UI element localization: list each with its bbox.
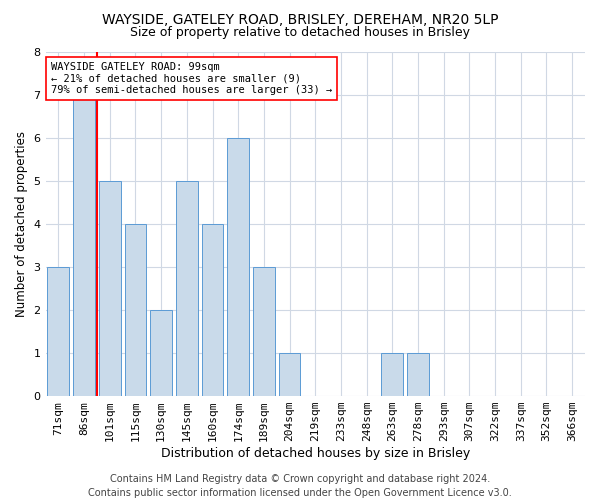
Y-axis label: Number of detached properties: Number of detached properties: [15, 131, 28, 317]
Bar: [202, 224, 223, 396]
Bar: [99, 180, 121, 396]
Bar: [150, 310, 172, 396]
Text: WAYSIDE, GATELEY ROAD, BRISLEY, DEREHAM, NR20 5LP: WAYSIDE, GATELEY ROAD, BRISLEY, DEREHAM,…: [102, 12, 498, 26]
Bar: [227, 138, 249, 396]
Bar: [407, 353, 429, 396]
X-axis label: Distribution of detached houses by size in Brisley: Distribution of detached houses by size …: [161, 447, 470, 460]
Bar: [176, 180, 198, 396]
Bar: [382, 353, 403, 396]
Bar: [253, 267, 275, 396]
Bar: [278, 353, 301, 396]
Text: Size of property relative to detached houses in Brisley: Size of property relative to detached ho…: [130, 26, 470, 39]
Text: WAYSIDE GATELEY ROAD: 99sqm
← 21% of detached houses are smaller (9)
79% of semi: WAYSIDE GATELEY ROAD: 99sqm ← 21% of det…: [51, 62, 332, 95]
Bar: [73, 94, 95, 396]
Bar: [125, 224, 146, 396]
Text: Contains HM Land Registry data © Crown copyright and database right 2024.
Contai: Contains HM Land Registry data © Crown c…: [88, 474, 512, 498]
Bar: [47, 267, 70, 396]
